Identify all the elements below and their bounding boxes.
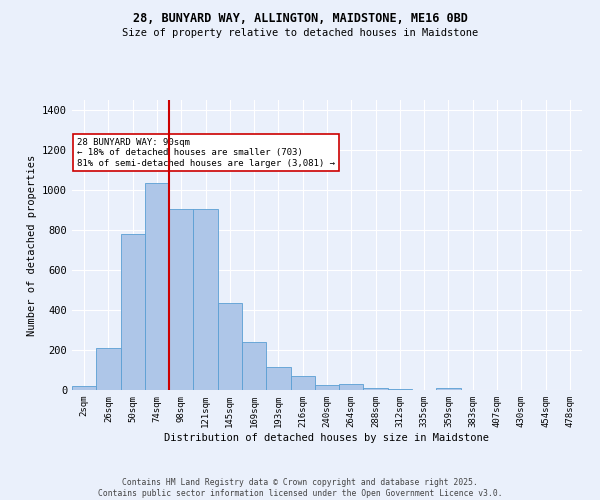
Bar bbox=[266, 368, 290, 390]
Bar bbox=[121, 234, 145, 390]
Bar bbox=[388, 389, 412, 390]
Text: 28 BUNYARD WAY: 90sqm
← 18% of detached houses are smaller (703)
81% of semi-det: 28 BUNYARD WAY: 90sqm ← 18% of detached … bbox=[77, 138, 335, 168]
Text: 28, BUNYARD WAY, ALLINGTON, MAIDSTONE, ME16 0BD: 28, BUNYARD WAY, ALLINGTON, MAIDSTONE, M… bbox=[133, 12, 467, 26]
Bar bbox=[364, 388, 388, 390]
Bar bbox=[339, 384, 364, 390]
Text: Size of property relative to detached houses in Maidstone: Size of property relative to detached ho… bbox=[122, 28, 478, 38]
Text: Contains HM Land Registry data © Crown copyright and database right 2025.
Contai: Contains HM Land Registry data © Crown c… bbox=[98, 478, 502, 498]
Bar bbox=[72, 386, 96, 390]
X-axis label: Distribution of detached houses by size in Maidstone: Distribution of detached houses by size … bbox=[164, 432, 490, 442]
Bar bbox=[242, 342, 266, 390]
Bar bbox=[315, 385, 339, 390]
Bar bbox=[145, 183, 169, 390]
Bar bbox=[96, 348, 121, 390]
Bar bbox=[169, 209, 193, 390]
Bar bbox=[290, 376, 315, 390]
Bar bbox=[218, 303, 242, 390]
Y-axis label: Number of detached properties: Number of detached properties bbox=[26, 154, 37, 336]
Bar bbox=[436, 388, 461, 390]
Bar bbox=[193, 209, 218, 390]
